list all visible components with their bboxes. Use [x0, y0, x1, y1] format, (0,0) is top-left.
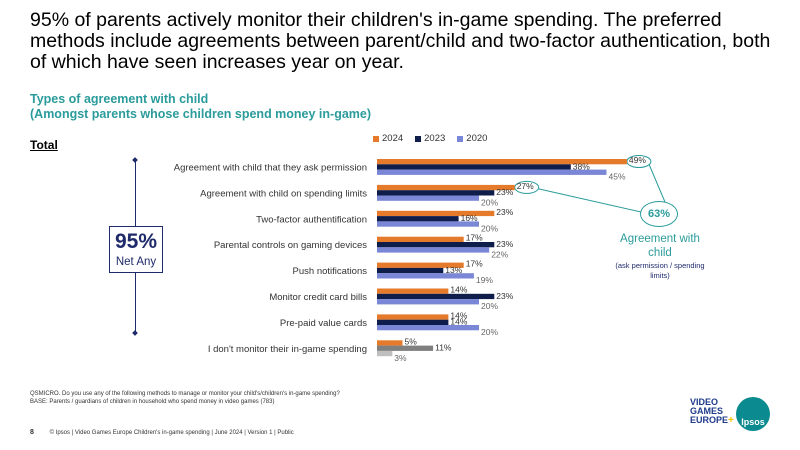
bar-2020	[377, 350, 393, 357]
legend-swatch-2020	[457, 135, 464, 142]
bar-2024	[377, 340, 403, 346]
vge-logo-plus: +	[728, 415, 734, 426]
value-label-2024: 14%	[450, 285, 467, 295]
bar-2023	[377, 293, 495, 300]
bar-2020	[377, 221, 479, 227]
bar-2020	[377, 325, 479, 331]
net-any-box: 95% Net Any	[109, 226, 163, 273]
value-label-2024: 27%	[517, 181, 534, 191]
chart-subtitle: Types of agreement with child (Amongst p…	[30, 92, 371, 122]
bar-2020	[377, 299, 479, 305]
bar-2024	[377, 314, 449, 320]
legend-label-2023: 2023	[424, 133, 446, 144]
legend-item-2023: 2023	[415, 133, 445, 144]
footer-text: © Ipsos | Video Games Europe Children's …	[49, 430, 294, 436]
footnote-question: QSMICRO. Do you use any of the following…	[30, 391, 340, 397]
bar-2020	[377, 273, 474, 279]
vge-logo-line-3: EUROPE	[690, 415, 729, 425]
value-label-2020: 20%	[481, 327, 498, 337]
value-label-2024: 14%	[450, 310, 467, 320]
value-label-2023: 38%	[573, 161, 590, 171]
bar-2024	[377, 210, 495, 217]
subtitle-line-2: (Amongst parents whose children spend mo…	[30, 107, 372, 121]
callout-connector-line	[648, 163, 666, 203]
bar-2023	[377, 345, 434, 351]
category-label: Monitor credit card bills	[269, 292, 367, 303]
category-label: Two-factor authentification	[256, 214, 367, 225]
legend-item-2020: 2020	[457, 133, 487, 144]
value-label-2020: 20%	[481, 301, 498, 311]
chart-value-labels: 49%38%45%27%23%20%23%16%20%17%23%22%17%1…	[394, 155, 646, 363]
value-label-2023: 11%	[435, 343, 452, 353]
value-label-2023: 16%	[461, 213, 478, 223]
category-label: I don't monitor their in-game spending	[208, 344, 367, 355]
value-label-2023: 14%	[450, 317, 467, 327]
bar-2024	[377, 288, 449, 294]
bar-2023	[377, 164, 571, 170]
subtitle-line-1: Types of agreement with child	[30, 92, 209, 106]
bar-2024	[377, 184, 515, 191]
callout-note: (ask permission / spending limits)	[615, 261, 705, 280]
value-label-2024: 17%	[466, 233, 483, 243]
callout-connector-line	[538, 188, 642, 213]
footer: 8 © Ipsos | Video Games Europe Children'…	[30, 429, 294, 436]
bar-2020	[377, 247, 490, 253]
video-games-europe-logo: VIDEO GAMES EUROPE+	[690, 397, 734, 426]
value-label-2020: 20%	[481, 198, 498, 208]
bar-2023	[377, 216, 459, 222]
bar-2023	[377, 319, 449, 325]
value-label-2023: 23%	[496, 239, 513, 249]
category-label: Push notifications	[293, 266, 368, 277]
vge-logo-line-1: VIDEO	[690, 397, 719, 407]
value-label-2020: 19%	[476, 275, 493, 285]
chart-category-labels: Agreement with child that they ask permi…	[174, 163, 368, 355]
value-label-2023: 13%	[445, 265, 462, 275]
value-label-2020: 45%	[609, 172, 626, 182]
legend-swatch-2023	[415, 135, 422, 142]
value-label-2024: 17%	[466, 259, 483, 269]
footnote-base: BASE: Parents / guardians of children in…	[30, 399, 275, 405]
category-label: Agreement with child on spending limits	[200, 188, 367, 199]
category-label: Agreement with child that they ask permi…	[174, 163, 367, 174]
chart-legend: 2024 2023 2020	[373, 133, 487, 144]
category-label: Parental controls on gaming devices	[214, 240, 367, 251]
bar-2020	[377, 169, 607, 175]
value-label-2023: 23%	[496, 291, 513, 301]
headline: 95% of parents actively monitor their ch…	[30, 9, 771, 73]
ipsos-logo: Ipsos	[736, 397, 770, 431]
total-label: Total	[30, 138, 58, 152]
net-any-label: Net Any	[115, 256, 157, 268]
legend-swatch-2024	[373, 135, 379, 142]
bar-2024	[377, 236, 464, 242]
value-label-2020: 20%	[481, 223, 498, 233]
legend-item-2024: 2024	[373, 133, 403, 144]
vge-logo-line-2: GAMES	[690, 406, 724, 416]
category-label: Pre-paid value cards	[280, 318, 367, 329]
value-label-2024: 49%	[629, 155, 646, 165]
bar-2020	[377, 195, 479, 201]
value-label-2024: 5%	[405, 336, 418, 346]
bar-2024	[377, 262, 464, 268]
value-label-2020: 3%	[394, 353, 407, 363]
value-label-2024: 23%	[496, 207, 513, 217]
legend-label-2024: 2024	[382, 133, 404, 144]
callout-label: Agreement with child	[620, 233, 700, 259]
chart-bars	[377, 159, 627, 357]
value-label-2020: 22%	[491, 249, 508, 259]
footnote: QSMICRO. Do you use any of the following…	[30, 390, 340, 406]
net-any-value: 95%	[114, 230, 158, 253]
value-label-2023: 23%	[496, 187, 513, 197]
callout-value: 63%	[640, 201, 678, 227]
bar-2023	[377, 267, 444, 274]
bar-2023	[377, 190, 495, 196]
legend-label-2020: 2020	[466, 133, 488, 144]
page-number: 8	[30, 429, 34, 436]
bar-2024	[377, 159, 627, 165]
bar-2023	[377, 242, 495, 248]
